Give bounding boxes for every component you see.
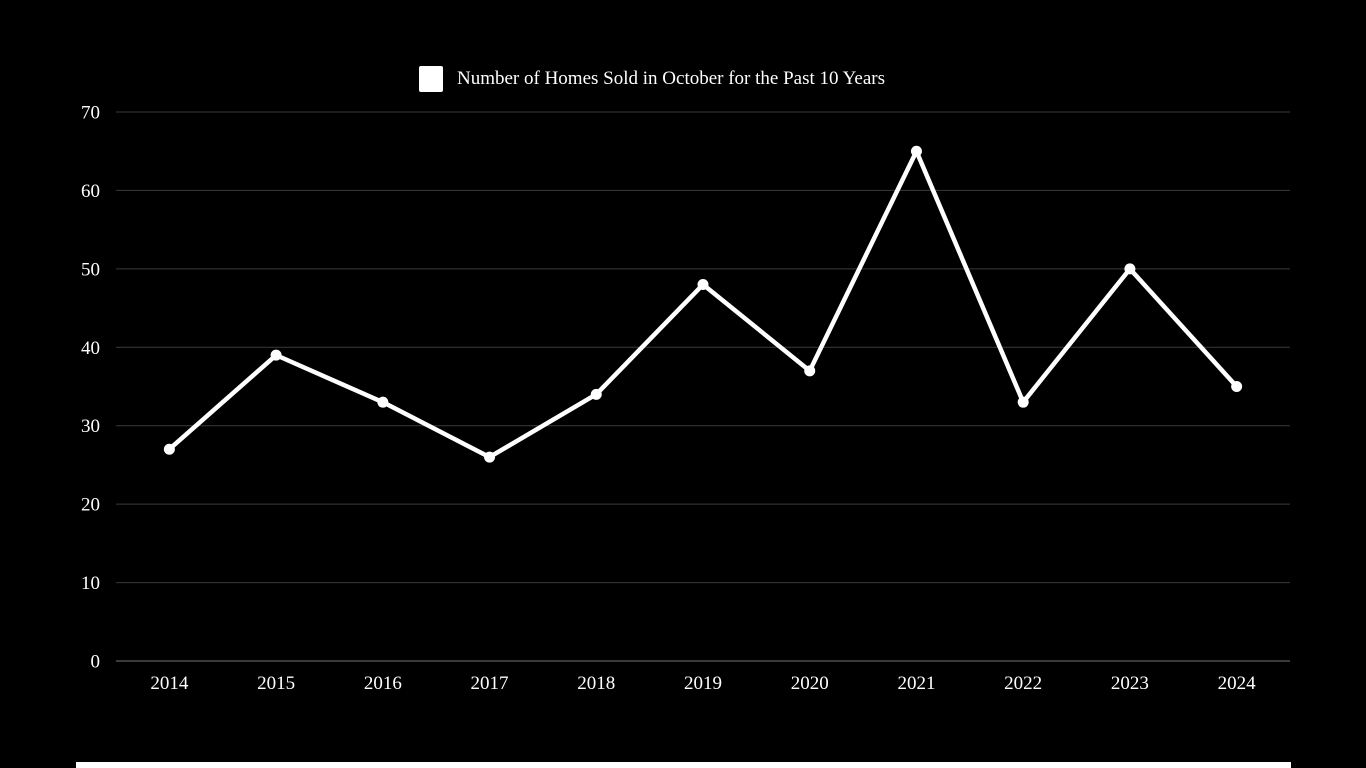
y-axis-tick-label: 70 (81, 103, 100, 124)
data-point-marker[interactable] (377, 396, 389, 408)
x-axis-tick-label: 2024 (1218, 673, 1257, 694)
series-line[interactable] (167, 148, 1239, 460)
x-axis-tick-label: 2014 (150, 673, 189, 694)
x-axis-tick-label: 2016 (364, 673, 402, 694)
data-point-marker[interactable] (1124, 263, 1136, 275)
legend-label: Number of Homes Sold in October for the … (457, 68, 885, 89)
bottom-panel-edge (76, 762, 1291, 768)
data-point-marker[interactable] (270, 349, 282, 361)
y-axis-tick-label: 50 (81, 259, 100, 280)
legend-item[interactable]: Number of Homes Sold in October for the … (419, 66, 885, 92)
x-axis-tick-label: 2022 (1004, 673, 1042, 694)
x-axis-tick-label: 2015 (257, 673, 295, 694)
data-point-marker[interactable] (804, 365, 816, 377)
x-axis-tick-label: 2019 (684, 673, 722, 694)
data-point-marker[interactable] (910, 145, 922, 157)
x-axis-tick-label: 2023 (1111, 673, 1149, 694)
data-point-marker[interactable] (484, 451, 496, 463)
x-axis-tick-label: 2017 (471, 673, 509, 694)
y-axis-tick-label: 0 (91, 652, 101, 673)
y-axis-tick-label: 10 (81, 573, 100, 594)
legend-swatch-icon (419, 66, 443, 92)
y-axis-tick-label: 30 (81, 416, 100, 437)
y-axis-tick-label: 20 (81, 495, 100, 516)
data-point-marker[interactable] (163, 443, 175, 455)
x-axis-tick-label: 2018 (577, 673, 615, 694)
x-axis-tick-label: 2020 (791, 673, 829, 694)
data-point-marker[interactable] (1017, 396, 1029, 408)
y-axis-tick-label: 40 (81, 338, 100, 359)
y-axis-tick-label: 60 (81, 181, 100, 202)
data-point-marker[interactable] (590, 388, 602, 400)
x-axis-tick-label: 2021 (897, 673, 935, 694)
data-point-marker[interactable] (1231, 381, 1243, 392)
data-point-marker[interactable] (697, 279, 709, 291)
